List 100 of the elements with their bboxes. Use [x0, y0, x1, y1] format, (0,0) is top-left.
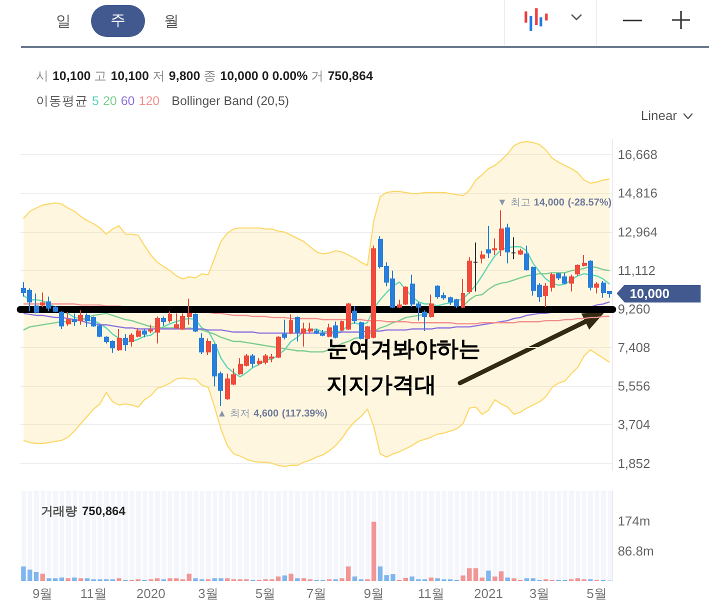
bar: [282, 575, 288, 581]
x-tick-label: 11월: [80, 586, 107, 601]
x-tick-label: 2021: [474, 586, 503, 601]
candlestick: [550, 272, 555, 292]
candlestick: [467, 256, 472, 294]
candlestick: [59, 310, 64, 330]
candlestick: [575, 264, 580, 276]
bar: [486, 570, 491, 581]
candlestick: [582, 254, 587, 267]
candlestick: [199, 332, 204, 354]
bar: [505, 578, 510, 581]
annotation: ▼ 최고 14,000 (-28.57%): [497, 198, 612, 209]
x-tick-label: 5월: [255, 586, 276, 601]
candlestick: [594, 282, 599, 294]
x-tick-label: 9월: [32, 586, 53, 601]
candlestick: [486, 225, 491, 259]
candlestick: [53, 306, 58, 313]
candlestick: [524, 245, 529, 272]
y-tick-label: 16,668: [618, 147, 658, 162]
candlestick: [346, 302, 351, 330]
y-tick-label: 9,260: [618, 301, 650, 316]
candlestick: [34, 293, 39, 314]
y-tick-label: 5,556: [618, 378, 650, 394]
y-tick-label: 11,112: [618, 262, 656, 278]
y-tick-label: 7,408: [618, 340, 650, 356]
candlestick: [301, 322, 306, 348]
legend-title: 이동평균: [36, 94, 88, 108]
bar: [78, 578, 84, 581]
text: 60: [120, 94, 135, 108]
text: Linear: [640, 108, 677, 124]
bar: [295, 578, 300, 581]
text: 월: [164, 13, 179, 31]
candlestick: [543, 282, 548, 308]
candlestick: [340, 320, 344, 332]
y-tick-label: 86.8m: [618, 543, 654, 558]
candlestick: [403, 286, 408, 306]
y-tick-label: 1,852: [618, 456, 650, 471]
candlestick: [129, 332, 134, 348]
text: Bollinger Band (20,5): [172, 94, 290, 108]
price-tag: 10,000: [616, 284, 701, 303]
line-series: [22, 140, 610, 280]
candlestick: [518, 248, 523, 256]
candlestick: [136, 327, 141, 338]
candlestick: [123, 334, 128, 352]
candlestick: [66, 312, 71, 326]
bar: [480, 578, 484, 581]
bar: [59, 578, 64, 581]
candlestick: [295, 316, 300, 342]
candlestick: [168, 310, 172, 324]
x-tick-label: 7월: [306, 586, 327, 601]
candlestick: [499, 210, 504, 257]
bar: [224, 578, 230, 581]
annotation: ▲ 최저 4,600 (117.39%): [216, 408, 328, 420]
bar: [473, 568, 478, 581]
y-tick-label: 12,964: [618, 224, 658, 240]
candlestick: [282, 319, 287, 340]
x-tick-label: 3월: [529, 586, 550, 601]
candlestick: [142, 328, 147, 338]
candlestick: [250, 353, 255, 368]
x-tick-label: 3월: [198, 586, 218, 601]
bar: [498, 571, 504, 581]
candlestick: [148, 324, 153, 334]
text: 5: [92, 94, 99, 108]
candlestick: [72, 312, 77, 326]
candlestick: [359, 321, 364, 340]
bar: [34, 572, 39, 581]
candlestick: [327, 323, 332, 338]
y-tick-label: 174m: [618, 513, 650, 528]
x-tick-label: 5월: [586, 586, 607, 601]
candlestick: [429, 294, 434, 318]
candlestick: [588, 260, 593, 291]
text: 20: [102, 94, 117, 108]
ref-line-label: 눈여겨봐야하는 지지가격대: [326, 335, 481, 400]
y-tick-label: 3,704: [618, 417, 650, 432]
text: 시 10,100 고 10,100 저 9,800 종 10,000 0 0.00% 거 750,864: [36, 69, 373, 83]
candlestick: [155, 316, 160, 344]
candlestick: [492, 238, 497, 256]
bar: [40, 574, 45, 581]
candlestick: [473, 242, 478, 292]
bar: [116, 578, 122, 581]
x-tick-label: 11월: [418, 586, 444, 601]
x-tick-label: 9월: [364, 586, 384, 601]
bar: [492, 576, 498, 581]
x-tick-label: 2020: [136, 586, 166, 601]
bar: [154, 578, 160, 581]
candlestick: [511, 236, 516, 260]
candlestick: [187, 298, 192, 326]
candlestick: [78, 310, 83, 326]
bar: [403, 578, 408, 581]
text: 거래량 750,864: [41, 504, 126, 518]
bar: [428, 578, 434, 581]
candlestick: [333, 321, 338, 339]
bar: [72, 578, 77, 581]
text: 120: [138, 94, 160, 108]
candlestick: [193, 312, 198, 333]
selected-tab: 주: [91, 5, 145, 37]
candlestick: [505, 223, 510, 264]
candlestick: [422, 310, 427, 332]
y-tick-label: 14,816: [618, 186, 658, 201]
candlestick: [397, 299, 402, 309]
